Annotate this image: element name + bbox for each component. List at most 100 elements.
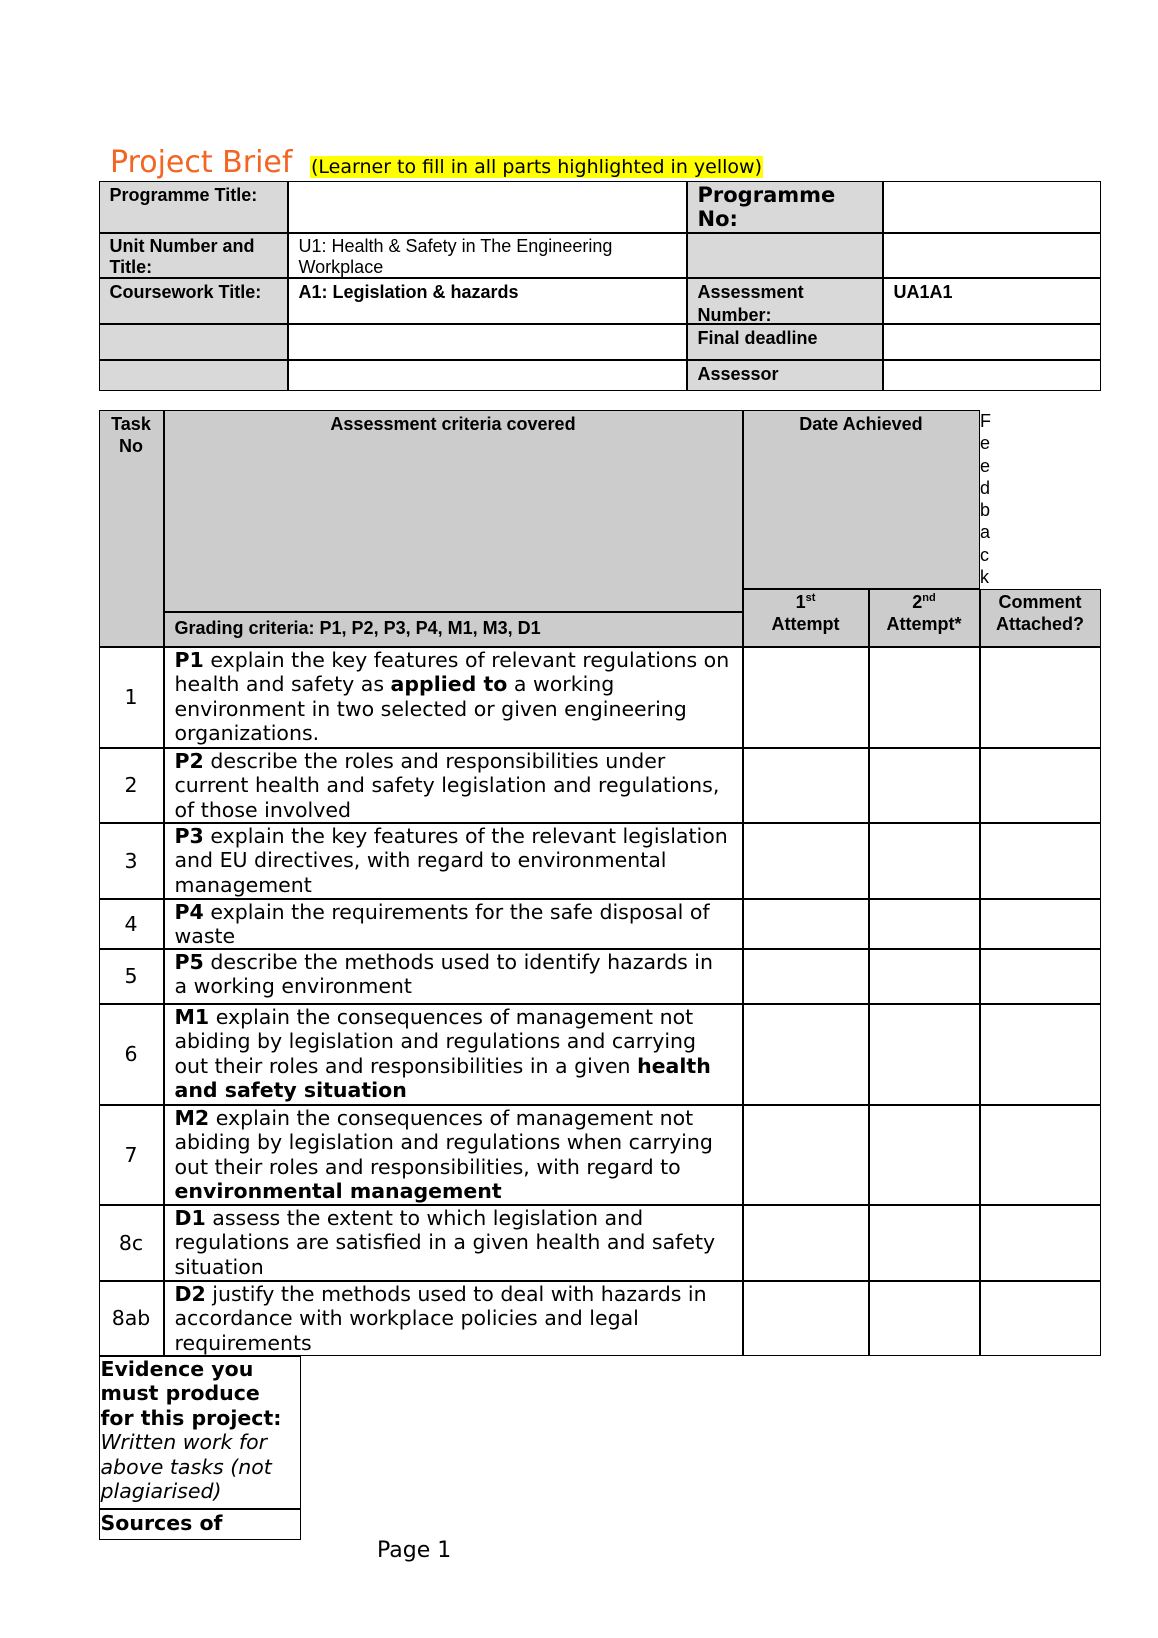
programme-no-label: Programme No: (686, 180, 883, 233)
task-number: 4 (98, 898, 164, 949)
feedback-letter: a (980, 522, 991, 543)
task-number: 8c (98, 1204, 164, 1281)
programme-title-field[interactable] (287, 180, 687, 233)
criteria-description: P1 explain the key features of relevant … (163, 646, 743, 748)
comment-attached-field[interactable] (979, 747, 1101, 823)
second-attempt-date-field[interactable] (868, 898, 980, 949)
comment-attached-field[interactable] (979, 948, 1101, 1004)
feedback-letter: k (980, 567, 989, 588)
second-attempt-date-field[interactable] (868, 1104, 980, 1205)
feedback-letter: e (980, 433, 991, 454)
task-number: 6 (98, 1003, 164, 1105)
comment-attached-field[interactable] (979, 1003, 1101, 1105)
page-title: Project Brief (110, 145, 293, 180)
task-number: 8ab (98, 1280, 164, 1356)
criteria-text: explain the consequences of management n… (174, 1105, 713, 1179)
criteria-description: M2 explain the consequences of managemen… (163, 1104, 743, 1205)
comment-attached-header: Comment Attached? (979, 588, 1101, 647)
first-attempt-date-field[interactable] (742, 822, 869, 899)
criteria-code-bold: D1 (174, 1205, 206, 1230)
first-attempt-sup: st (805, 591, 816, 604)
criteria-text: explain the key features of the relevant… (174, 823, 728, 897)
criteria-text: explain the consequences of management n… (174, 1004, 697, 1078)
criteria-description: P5 describe the methods used to identify… (163, 948, 743, 1004)
assessment-number-value: UA1A1 (882, 277, 1101, 324)
blank-label-cell (98, 359, 288, 391)
task-no-header: Task No (98, 409, 164, 647)
criteria-text: a working environment in two selected or… (174, 672, 687, 745)
unit-value: U1: Health & Safety in The Engineering W… (287, 232, 687, 278)
task-number: 5 (98, 948, 164, 1004)
sources-heading: Sources of (98, 1508, 301, 1540)
programme-no-field[interactable] (882, 180, 1101, 233)
first-attempt-date-field[interactable] (742, 1104, 869, 1205)
criteria-header: Assessment criteria covered (163, 409, 743, 612)
comment-attached-field[interactable] (979, 898, 1101, 949)
second-attempt-date-field[interactable] (868, 646, 980, 748)
criteria-description: M1 explain the consequences of managemen… (163, 1003, 743, 1105)
first-attempt-label: Attempt (771, 613, 840, 634)
evidence-text: Written work for above tasks (not plagia… (100, 1430, 272, 1503)
second-attempt-label: Attempt* (886, 613, 962, 634)
second-attempt-date-field[interactable] (868, 1280, 980, 1356)
comment-attached-field[interactable] (979, 646, 1101, 748)
assessment-number-label: Assessment Number: (686, 277, 883, 325)
comment-attached-field[interactable] (979, 1280, 1101, 1356)
feedback-letter: d (980, 477, 991, 498)
task-number: 1 (98, 646, 164, 748)
first-attempt-date-field[interactable] (742, 948, 869, 1004)
criteria-code-bold: applied to (390, 672, 508, 696)
task-number: 7 (98, 1104, 164, 1205)
fill-instruction: (Learner to fill in all parts highlighte… (310, 156, 763, 178)
second-attempt-num: 2 (912, 591, 923, 612)
assessor-field[interactable] (882, 359, 1101, 391)
first-attempt-date-field[interactable] (742, 1204, 869, 1281)
criteria-code-bold: P1 (174, 647, 204, 672)
feedback-letter: b (980, 500, 991, 521)
comment-attached-field[interactable] (979, 1204, 1101, 1281)
criteria-code-bold: P3 (174, 823, 204, 848)
second-attempt-sup: nd (922, 591, 936, 604)
assessor-label: Assessor (686, 359, 883, 391)
feedback-letter: e (980, 455, 991, 476)
blank-label-cell (98, 323, 288, 360)
second-attempt-date-field[interactable] (868, 1003, 980, 1105)
evidence-box: Evidence you must produce for this proje… (98, 1355, 301, 1509)
first-attempt-date-field[interactable] (742, 898, 869, 949)
comment-attached-field[interactable] (979, 822, 1101, 899)
feedback-letter: c (980, 544, 989, 565)
task-number: 2 (98, 747, 164, 823)
date-achieved-header: Date Achieved (742, 409, 980, 589)
blank-value-cell (882, 232, 1101, 278)
blank-value-cell (287, 359, 687, 391)
first-attempt-date-field[interactable] (742, 1003, 869, 1105)
criteria-description: P3 explain the key features of the relev… (163, 822, 743, 899)
first-attempt-date-field[interactable] (742, 646, 869, 748)
second-attempt-date-field[interactable] (868, 1204, 980, 1281)
second-attempt-date-field[interactable] (868, 948, 980, 1004)
coursework-label: Coursework Title: (98, 277, 288, 324)
criteria-text: assess the extent to which legislation a… (174, 1205, 716, 1279)
first-attempt-date-field[interactable] (742, 1280, 869, 1356)
criteria-text: explain the key features of relevant reg… (174, 647, 730, 697)
page-number: Page 1 (377, 1538, 452, 1563)
blank-label-cell (686, 232, 883, 278)
final-deadline-field[interactable] (882, 323, 1101, 360)
blank-value-cell (287, 323, 687, 360)
second-attempt-date-field[interactable] (868, 822, 980, 899)
first-attempt-header: 1st Attempt (742, 588, 869, 647)
unit-label: Unit Number and Title: (98, 232, 288, 278)
feedback-letter: F (980, 411, 991, 431)
criteria-code-bold: D2 (174, 1281, 206, 1306)
coursework-value: A1: Legislation & hazards (287, 277, 687, 324)
evidence-heading: Evidence you must produce for this proje… (100, 1356, 282, 1430)
second-attempt-date-field[interactable] (868, 747, 980, 823)
criteria-text: describe the methods used to identify ha… (174, 949, 713, 999)
criteria-text: justify the methods used to deal with ha… (174, 1281, 707, 1355)
comment-attached-field[interactable] (979, 1104, 1101, 1205)
first-attempt-date-field[interactable] (742, 747, 869, 823)
criteria-code-bold: environmental management (174, 1179, 502, 1203)
final-deadline-label: Final deadline (686, 323, 883, 360)
task-number: 3 (98, 822, 164, 899)
